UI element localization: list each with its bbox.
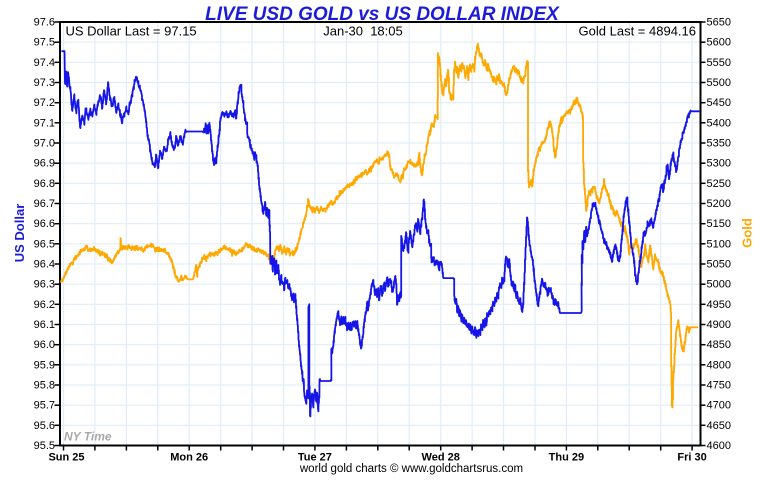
svg-text:4700: 4700 — [707, 400, 731, 412]
svg-text:97.1: 97.1 — [34, 117, 55, 129]
svg-text:4750: 4750 — [707, 380, 731, 392]
svg-text:Thu 29: Thu 29 — [549, 452, 584, 464]
svg-text:96.2: 96.2 — [34, 299, 55, 311]
svg-text:95.5: 95.5 — [34, 440, 55, 452]
svg-text:NY Time: NY Time — [64, 430, 112, 444]
svg-text:5000: 5000 — [707, 279, 731, 291]
svg-text:5650: 5650 — [707, 17, 731, 29]
svg-text:US Dollar Last = 97.15: US Dollar Last = 97.15 — [66, 24, 197, 39]
svg-text:4900: 4900 — [707, 319, 731, 331]
svg-text:5500: 5500 — [707, 77, 731, 89]
svg-text:97.3: 97.3 — [34, 77, 55, 89]
svg-text:Tue 27: Tue 27 — [298, 452, 332, 464]
svg-text:5300: 5300 — [707, 158, 731, 170]
svg-text:world gold charts © www.goldch: world gold charts © www.goldchartsrus.co… — [299, 463, 523, 475]
svg-text:96.8: 96.8 — [34, 178, 55, 190]
svg-text:95.7: 95.7 — [34, 400, 55, 412]
svg-text:US Dollar: US Dollar — [12, 204, 27, 263]
svg-text:5450: 5450 — [707, 97, 731, 109]
svg-text:Wed 28: Wed 28 — [422, 452, 460, 464]
svg-text:5200: 5200 — [707, 198, 731, 210]
svg-text:4950: 4950 — [707, 299, 731, 311]
svg-text:Jan-30 18:05: Jan-30 18:05 — [323, 24, 403, 39]
svg-text:5350: 5350 — [707, 138, 731, 150]
svg-text:Gold: Gold — [740, 218, 755, 248]
svg-text:96.5: 96.5 — [34, 238, 55, 250]
svg-text:5600: 5600 — [707, 37, 731, 49]
svg-text:4850: 4850 — [707, 339, 731, 351]
svg-text:96.1: 96.1 — [34, 319, 55, 331]
svg-text:97.5: 97.5 — [34, 37, 55, 49]
svg-text:4650: 4650 — [707, 420, 731, 432]
svg-text:97.4: 97.4 — [34, 57, 55, 69]
svg-text:96.0: 96.0 — [34, 339, 55, 351]
svg-text:LIVE USD GOLD vs US DOLLAR IND: LIVE USD GOLD vs US DOLLAR INDEX — [205, 4, 560, 25]
svg-text:95.9: 95.9 — [34, 359, 55, 371]
svg-text:96.7: 96.7 — [34, 198, 55, 210]
svg-text:97.2: 97.2 — [34, 97, 55, 109]
svg-text:5050: 5050 — [707, 259, 731, 271]
svg-text:5150: 5150 — [707, 218, 731, 230]
svg-text:96.4: 96.4 — [34, 259, 55, 271]
svg-text:95.6: 95.6 — [34, 420, 55, 432]
svg-text:96.6: 96.6 — [34, 218, 55, 230]
svg-text:5250: 5250 — [707, 178, 731, 190]
svg-text:97.0: 97.0 — [34, 138, 55, 150]
svg-text:5100: 5100 — [707, 238, 731, 250]
svg-text:Fri 30: Fri 30 — [677, 452, 706, 464]
svg-text:97.6: 97.6 — [34, 17, 55, 29]
svg-text:Mon 26: Mon 26 — [170, 452, 208, 464]
svg-text:4800: 4800 — [707, 359, 731, 371]
svg-text:4600: 4600 — [707, 440, 731, 452]
svg-text:96.3: 96.3 — [34, 279, 55, 291]
svg-text:96.9: 96.9 — [34, 158, 55, 170]
svg-text:Gold Last = 4894.16: Gold Last = 4894.16 — [579, 24, 696, 39]
svg-text:Sun 25: Sun 25 — [48, 452, 84, 464]
svg-text:5550: 5550 — [707, 57, 731, 69]
svg-text:95.8: 95.8 — [34, 380, 55, 392]
svg-text:5400: 5400 — [707, 117, 731, 129]
